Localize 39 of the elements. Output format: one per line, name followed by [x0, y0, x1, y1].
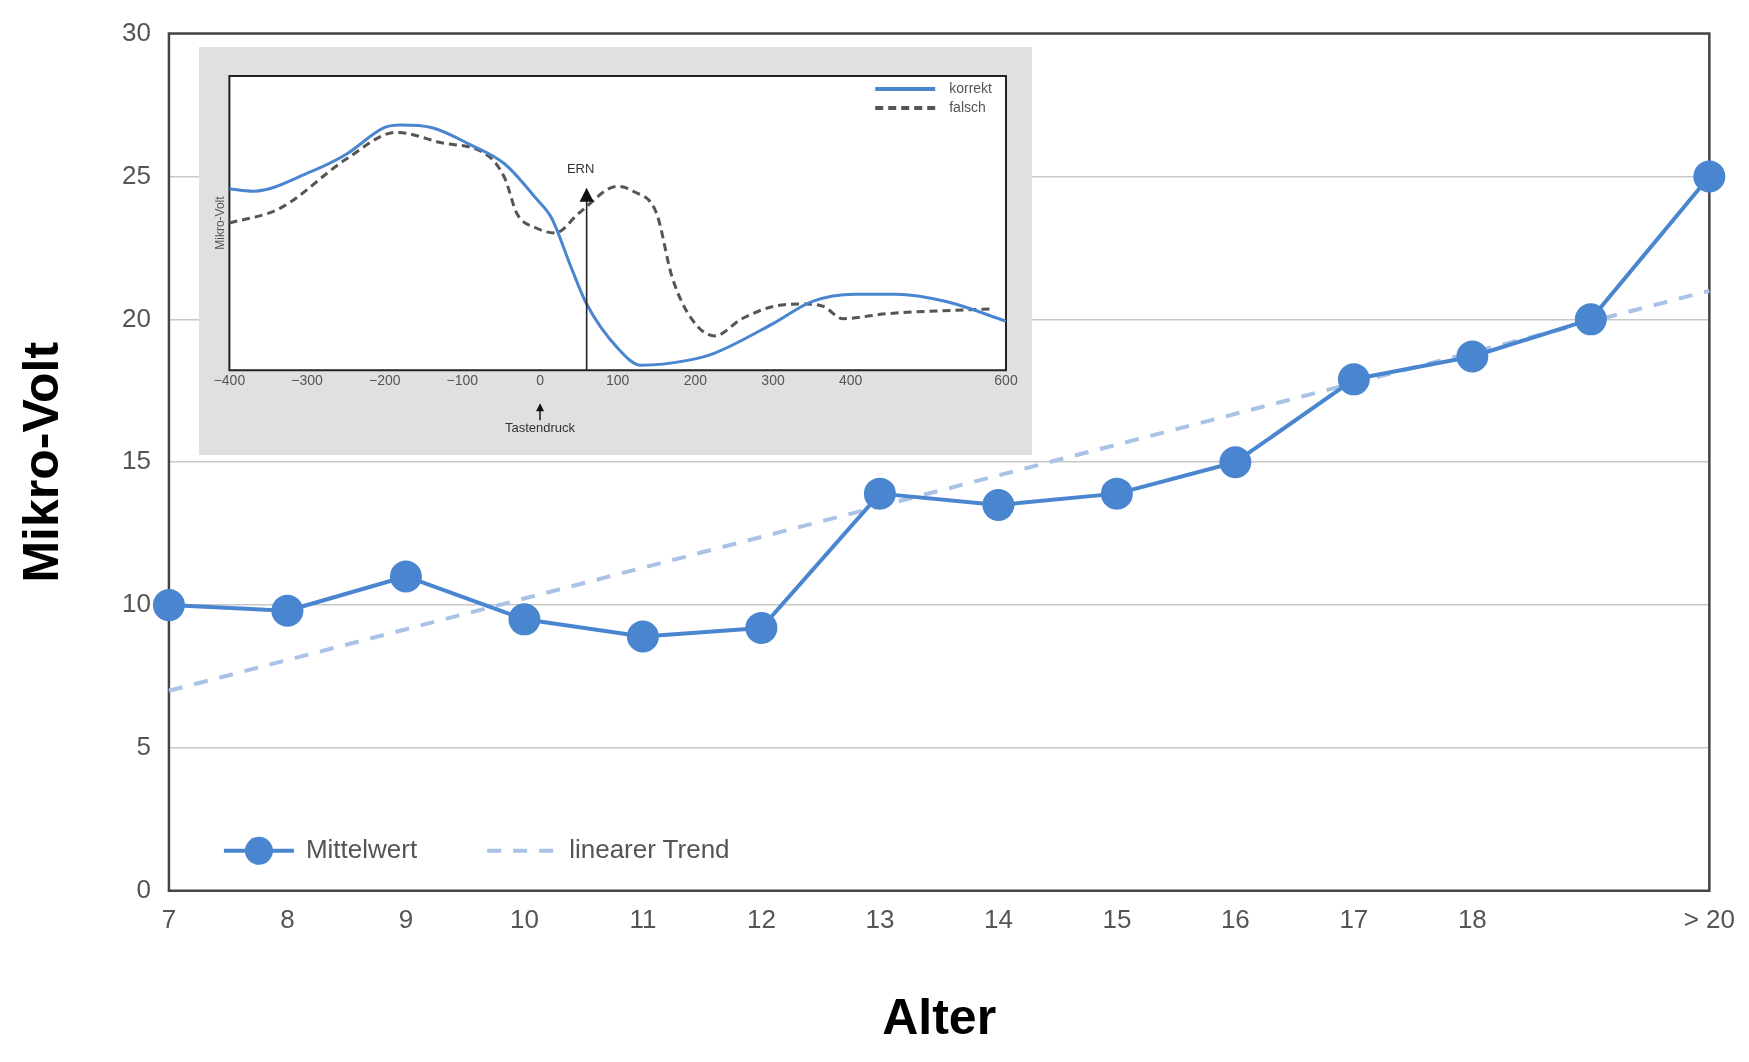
- x-tick-label: 13: [865, 903, 895, 934]
- legend-label: Mittelwert: [305, 833, 418, 864]
- x-tick-label: −300: [291, 372, 324, 389]
- y-tick-label: 10: [122, 588, 151, 619]
- x-tick-label: > 20: [1683, 903, 1735, 934]
- y-tick-label: 5: [136, 731, 151, 762]
- y-tick-label: 20: [122, 302, 151, 333]
- legend-label: linearer Trend: [569, 833, 730, 864]
- x-tick-label: 12: [746, 903, 776, 934]
- x-tick-label: 9: [398, 903, 414, 934]
- x-tick-label: −100: [446, 372, 479, 389]
- x-tick-label: 0: [536, 372, 545, 389]
- y-tick-label: 30: [122, 16, 151, 47]
- x-tick-label: 11: [629, 903, 657, 934]
- x-tick-label: 300: [761, 372, 785, 389]
- x-tick-label: 7: [161, 903, 177, 934]
- x-tick-label: 15: [1102, 903, 1132, 934]
- x-tick-label: −400: [213, 372, 246, 389]
- legend-label: falsch: [949, 98, 986, 115]
- ref-line-label: ERN: [566, 160, 595, 176]
- x-tick-label: 18: [1457, 903, 1487, 934]
- x-tick-label: −200: [368, 372, 401, 389]
- y-axis-title: Mikro-Volt: [12, 341, 69, 583]
- x-tick-label: 10: [509, 903, 539, 934]
- x-tick-label: 100: [606, 372, 630, 389]
- x-tick-label: 17: [1339, 903, 1369, 934]
- x-axis-title: Alter: [882, 988, 997, 1045]
- x-tick-label: 200: [683, 372, 708, 389]
- x-tick-label: 400: [839, 372, 863, 389]
- x-tick-label: 600: [994, 372, 1018, 389]
- x-tick-label: 14: [983, 903, 1013, 934]
- y-tick-label: 15: [122, 445, 151, 476]
- legend-label: korrekt: [949, 79, 993, 96]
- ref-line-label: Tastendruck: [504, 420, 576, 436]
- x-tick-label: 16: [1220, 903, 1250, 934]
- x-tick-label: 8: [280, 903, 295, 934]
- y-axis-title: Mikro-Volt: [212, 195, 227, 250]
- y-tick-label: 0: [136, 873, 151, 904]
- y-tick-label: 25: [122, 159, 151, 190]
